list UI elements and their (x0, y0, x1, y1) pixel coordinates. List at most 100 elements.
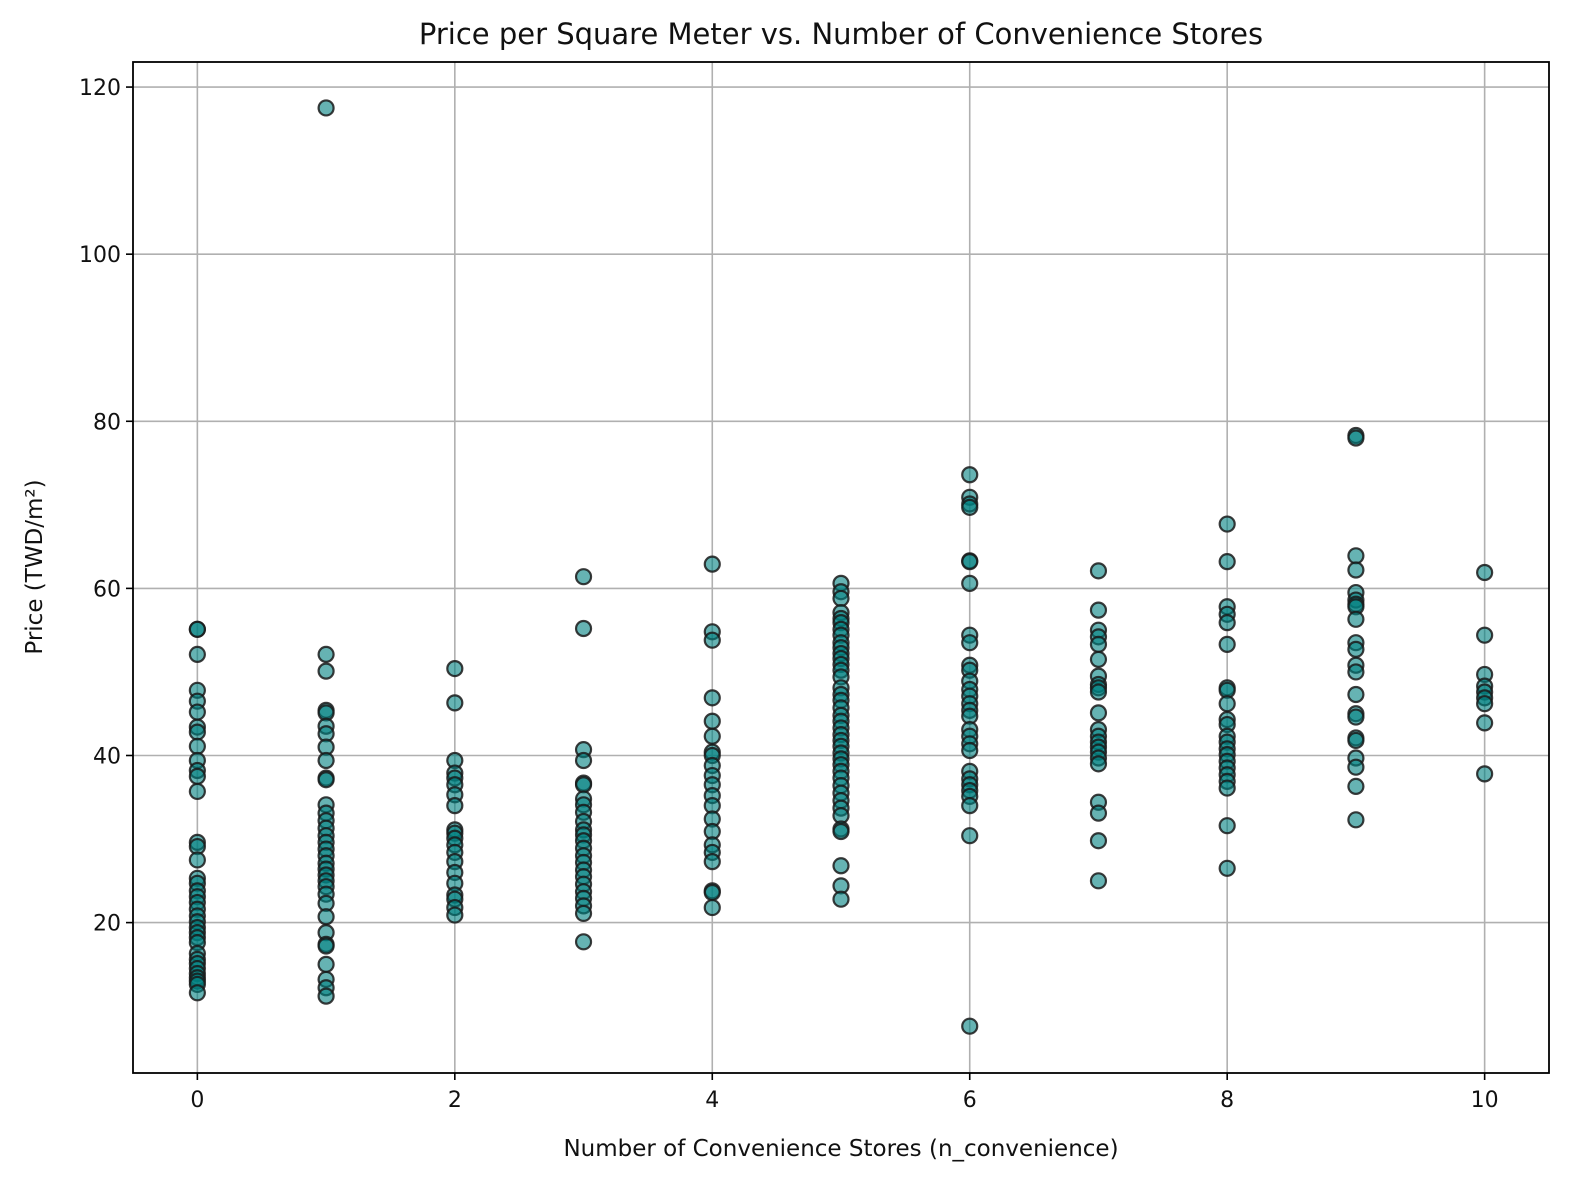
data-point (703, 853, 721, 871)
grid-lines (133, 62, 1549, 1073)
y-tick-label: 60 (93, 577, 121, 602)
data-point (1218, 515, 1236, 533)
data-point (317, 908, 335, 926)
data-point (188, 737, 206, 755)
data-point (1476, 626, 1494, 644)
y-tick-label: 80 (93, 410, 121, 435)
data-point (961, 553, 979, 571)
data-point (574, 933, 593, 951)
data-point (317, 99, 335, 117)
chart-title: Price per Square Meter vs. Number of Con… (419, 17, 1263, 51)
data-point (961, 827, 979, 845)
data-point (1089, 832, 1108, 850)
data-point (574, 776, 593, 794)
data-point (317, 987, 335, 1005)
data-point (832, 890, 850, 908)
data-point (1347, 610, 1365, 628)
data-point (1476, 714, 1494, 732)
data-point (446, 659, 464, 678)
data-point (446, 906, 464, 924)
data-point (317, 662, 335, 680)
data-point (1089, 650, 1108, 669)
data-point (1347, 547, 1365, 565)
data-point (961, 797, 979, 815)
data-point (832, 589, 850, 608)
data-point (1347, 758, 1365, 776)
data-point (1347, 561, 1365, 579)
data-point (703, 631, 721, 649)
data-point (1218, 635, 1236, 653)
data-point (188, 984, 206, 1002)
data-point (574, 619, 593, 638)
data-point (317, 937, 335, 955)
data-point (446, 694, 464, 712)
x-tick-label: 10 (1471, 1088, 1499, 1113)
data-point (961, 466, 979, 484)
data-point (703, 712, 721, 730)
data-point (961, 1017, 979, 1035)
data-point (188, 645, 206, 663)
data-point (961, 741, 979, 760)
data-point (1089, 635, 1108, 653)
data-point (1089, 562, 1108, 580)
data-point (188, 851, 206, 869)
data-point (317, 771, 335, 789)
data-points (188, 99, 1494, 1035)
data-point (317, 751, 335, 770)
data-point (1347, 777, 1365, 796)
data-point (1347, 685, 1365, 704)
y-tick-label: 20 (93, 912, 121, 937)
y-tick-label: 40 (93, 744, 121, 769)
data-point (446, 797, 464, 815)
data-point (1347, 663, 1365, 681)
data-point (317, 645, 335, 663)
data-point (703, 727, 721, 745)
x-tick-label: 4 (705, 1088, 719, 1113)
data-point (1476, 695, 1494, 713)
data-point (1476, 563, 1494, 582)
data-point (188, 723, 206, 741)
y-axis-label: Price (TWD/m²) (22, 479, 48, 654)
data-point (188, 767, 206, 785)
data-point (574, 568, 593, 586)
data-point (961, 634, 979, 652)
data-point (1089, 683, 1108, 701)
data-point (703, 689, 721, 707)
data-point (317, 955, 335, 973)
x-tick-label: 6 (963, 1088, 977, 1113)
data-point (1089, 804, 1108, 822)
data-point (703, 883, 721, 902)
x-tick-label: 2 (448, 1088, 462, 1113)
data-point (832, 857, 850, 875)
x-tick-label: 8 (1220, 1088, 1234, 1113)
data-point (1089, 872, 1108, 890)
data-point (832, 822, 850, 841)
data-point (1476, 765, 1494, 783)
data-point (1089, 755, 1108, 773)
x-axis-ticks: 0 2 4 6 8 10 (190, 1073, 1499, 1113)
data-point (1218, 695, 1236, 713)
data-point (1347, 731, 1365, 750)
data-point (1218, 553, 1236, 571)
data-point (1089, 601, 1108, 619)
data-point (574, 904, 593, 923)
data-point (1218, 859, 1236, 877)
y-tick-label: 100 (79, 243, 121, 268)
data-point (1218, 614, 1236, 632)
data-point (1347, 640, 1365, 658)
data-point (1347, 708, 1365, 726)
data-point (703, 555, 721, 573)
data-point (961, 574, 979, 592)
data-point (188, 620, 206, 638)
data-point (1218, 779, 1236, 797)
y-tick-label: 120 (79, 76, 121, 101)
data-point (1218, 817, 1236, 835)
data-point (574, 751, 593, 770)
data-point (961, 498, 979, 516)
data-point (703, 898, 721, 917)
data-point (1347, 811, 1365, 829)
y-axis-ticks: 20 40 60 80 100 120 (79, 76, 133, 937)
data-point (188, 703, 206, 721)
data-point (188, 782, 206, 801)
data-point (1347, 429, 1365, 447)
